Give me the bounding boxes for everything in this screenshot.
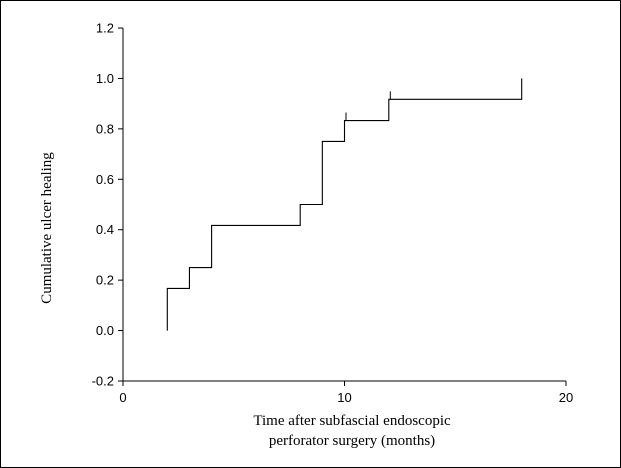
ticks: -0.2 0.0 0.2 0.4 0.6 0.8 1.0 1.2 0 10 20	[92, 21, 574, 406]
y-tick-label: 0.0	[96, 323, 114, 338]
y-axis-title: Cumulative ulcer healing	[39, 152, 55, 304]
x-axis-title-line-1: Time after subfascial endoscopic	[253, 413, 451, 429]
healing-curve	[166, 78, 523, 331]
y-tick-label: 0.4	[96, 222, 114, 237]
axes	[122, 28, 566, 382]
x-tick-label: 20	[559, 390, 573, 405]
y-tick-label: 1.2	[96, 21, 114, 36]
y-tick-label: 1.0	[96, 71, 114, 86]
y-tick-label: 0.6	[96, 172, 114, 187]
x-tick-label: 10	[337, 390, 351, 405]
x-tick-label: 0	[119, 390, 126, 405]
y-tick-label: 0.8	[96, 121, 114, 136]
y-tick-label: 0.2	[96, 273, 114, 288]
step-curve	[166, 78, 523, 331]
y-tick-label: -0.2	[92, 374, 114, 389]
x-axis-title-line-2: perforator surgery (months)	[269, 433, 435, 449]
